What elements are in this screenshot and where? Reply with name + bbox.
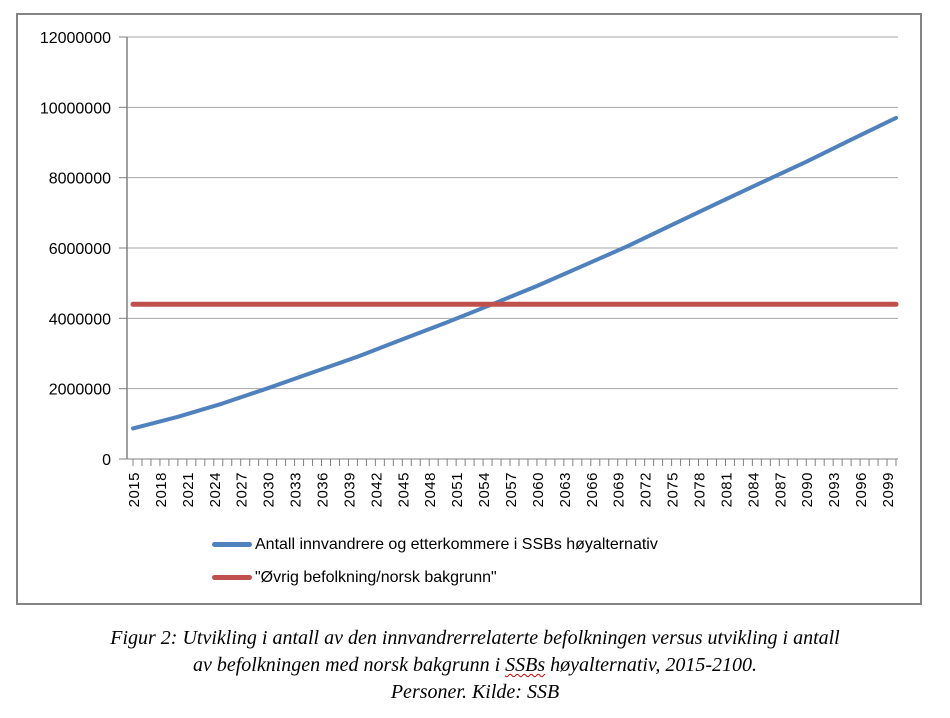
x-axis-label: 2066: [584, 472, 601, 507]
x-axis-label: 2099: [880, 472, 897, 507]
blue-line-swatch-icon: [212, 542, 252, 547]
y-axis-label: 4000000: [49, 311, 111, 328]
x-axis-label: 2060: [530, 472, 547, 507]
spellcheck-underlined-word: SSBs: [505, 654, 546, 676]
x-axis-label: 2039: [341, 472, 358, 507]
x-axis-label: 2033: [288, 472, 305, 507]
x-axis-label: 2078: [692, 472, 709, 507]
x-axis-label: 2024: [207, 472, 224, 507]
x-axis-label: 2072: [638, 472, 655, 507]
x-axis-label: 2084: [745, 472, 762, 507]
x-axis-label: 2045: [395, 472, 412, 507]
x-axis-label: 2087: [772, 472, 789, 507]
x-axis-label: 2093: [826, 472, 843, 507]
x-axis-label: 2027: [234, 472, 251, 507]
x-axis-label: 2042: [368, 472, 385, 507]
y-axis-label: 0: [102, 452, 111, 469]
series-line: [131, 115, 898, 431]
x-axis-label: 2054: [476, 472, 493, 507]
x-axis-label: 2075: [665, 472, 682, 507]
caption-line-1: Figur 2: Utvikling i antall av den innva…: [110, 627, 840, 649]
y-axis-label: 2000000: [49, 382, 111, 399]
chart-legend: Antall innvandrere og etterkommere i SSB…: [212, 536, 658, 602]
legend-item-norwegian-background: "Øvrig befolkning/norsk bakgrunn": [212, 569, 658, 586]
y-axis-label: 8000000: [49, 171, 111, 188]
line-chart: 0 2000000 4000000 6000000 8000000 10000000 120…: [40, 30, 899, 507]
x-axis-label: 2048: [422, 472, 439, 507]
x-axis-label: 2090: [799, 472, 816, 507]
legend-item-immigrants: Antall innvandrere og etterkommere i SSB…: [212, 536, 658, 553]
caption-line-2: av befolkningen med norsk bakgrunn i SSB…: [193, 654, 757, 676]
x-axis-label: 2081: [718, 472, 735, 507]
x-axis-label: 2021: [180, 472, 197, 507]
x-axis-label: 2030: [261, 472, 278, 507]
legend-label: Antall innvandrere og etterkommere i SSB…: [255, 535, 658, 553]
y-axis-label: 12000000: [40, 30, 111, 47]
legend-label: "Øvrig befolkning/norsk bakgrunn": [255, 568, 497, 586]
x-axis-label: 2069: [611, 472, 628, 507]
caption-line-3: Personer. Kilde: SSB: [390, 681, 560, 703]
y-axis-label: 10000000: [40, 100, 111, 117]
y-axis-label: 6000000: [49, 241, 111, 258]
x-axis-label: 2057: [503, 472, 520, 507]
figure-caption: Figur 2: Utvikling i antall av den innva…: [0, 625, 950, 706]
x-axis-label: 2036: [315, 472, 332, 507]
x-axis-label: 2018: [153, 472, 170, 507]
x-axis-label: 2063: [557, 472, 574, 507]
red-line-swatch-icon: [212, 575, 252, 580]
x-axis-label: 2051: [449, 472, 466, 507]
x-axis-label: 2096: [853, 472, 870, 507]
chart-box: 0 2000000 4000000 6000000 8000000 10000000 120…: [16, 13, 922, 605]
x-axis-label: 2015: [126, 472, 143, 507]
